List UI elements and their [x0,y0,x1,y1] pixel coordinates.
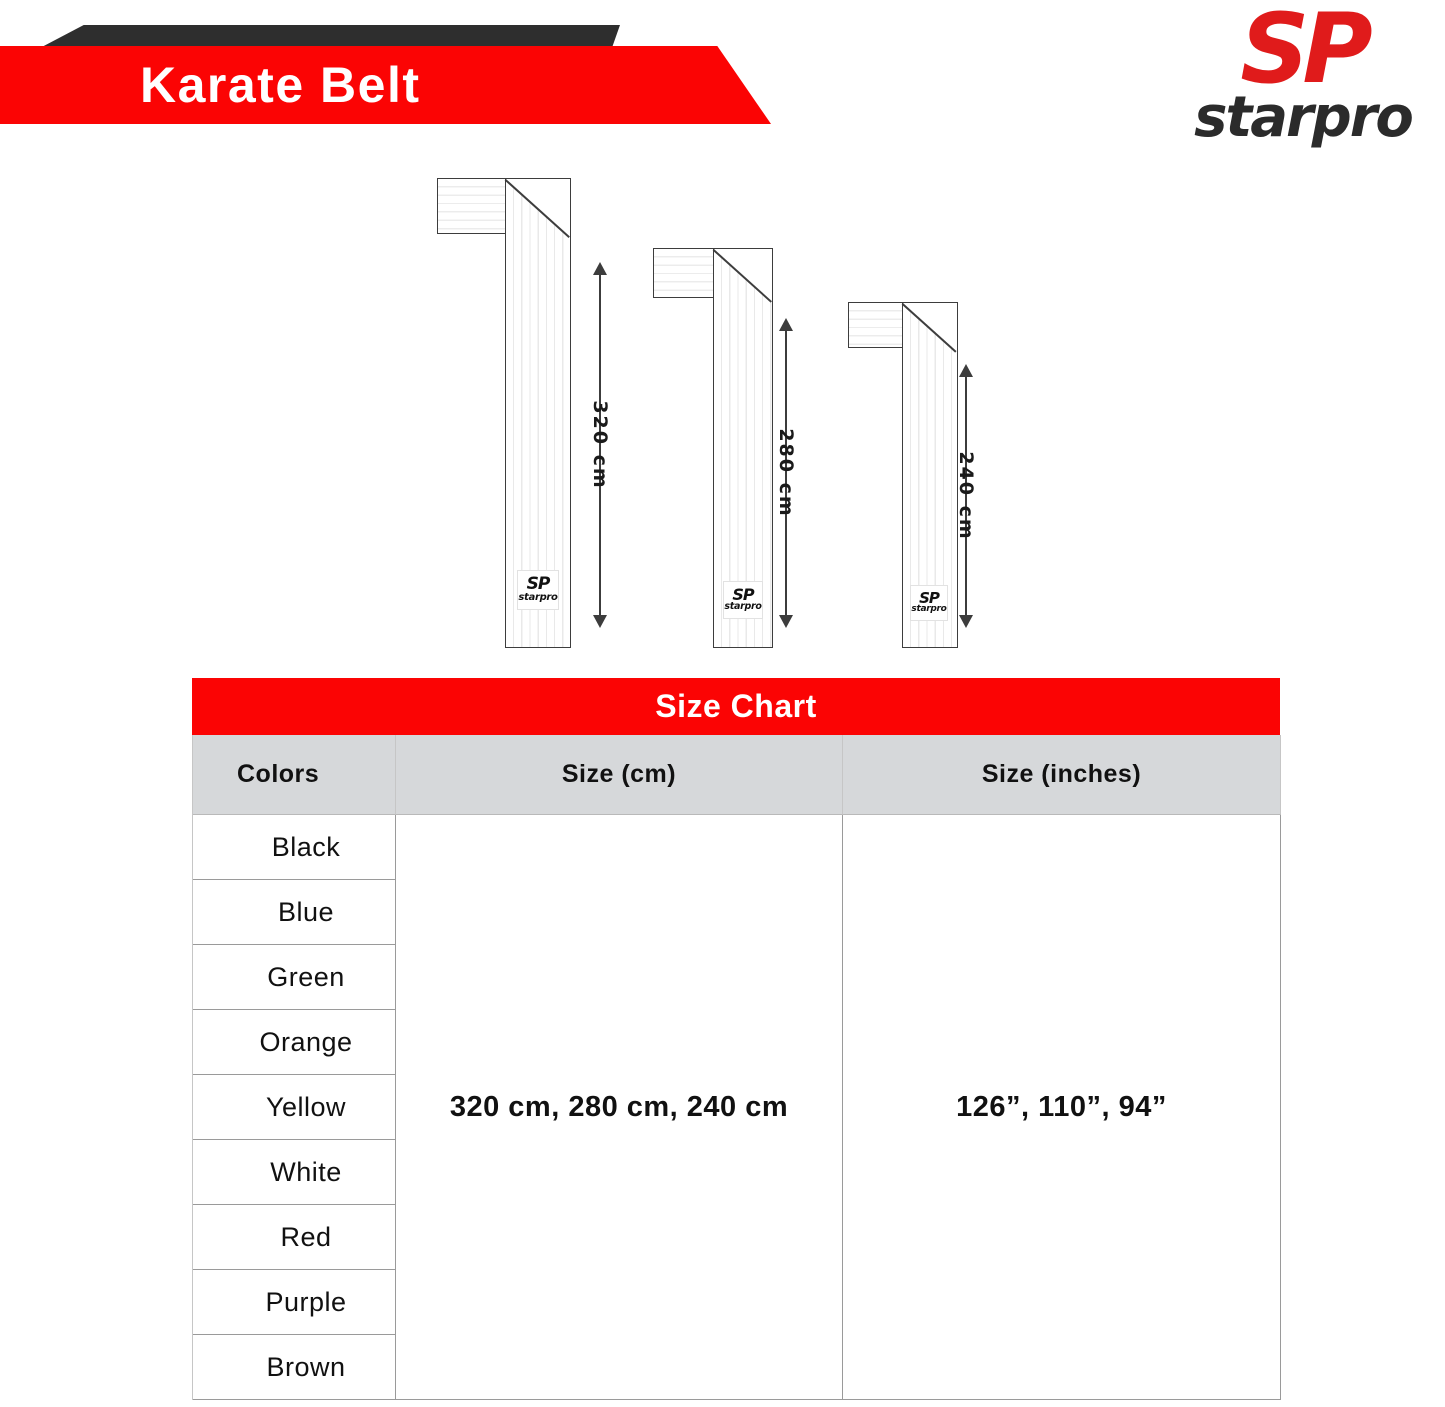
belt-fold-240 [848,302,904,348]
column-header-colors: Colors [193,735,396,815]
belt-tag-320: SP starpro [517,570,559,610]
belt-tag-sp-mark: SP [526,574,551,595]
logo-sp-mark: SP [1240,0,1372,105]
dimension-label-280: 280 cm [775,428,797,518]
column-header-size-inches: Size (inches) [843,735,1281,815]
belt-tag-280: SP starpro [723,581,763,619]
dimension-line-320 [598,270,602,620]
dimension-arrowhead-up-320 [593,262,607,275]
logo-wordmark: starpro [1194,85,1414,150]
color-row-white: White [193,1140,396,1205]
dimension-arrowhead-up-240 [959,364,973,377]
dimension-arrowhead-down-240 [959,615,973,628]
color-row-purple: Purple [193,1270,396,1335]
dimension-arrow-320: 320 cm [586,262,614,628]
size-chart-title: Size Chart [192,678,1280,735]
belt-illustration-280: SP starpro [653,248,781,650]
belt-tag-sp-mark: SP [732,585,754,605]
color-row-red: Red [193,1205,396,1270]
brand-logo: SP starpro [1183,0,1423,160]
color-row-black: Black [193,815,396,880]
belt-tag-wordmark: starpro [724,601,762,613]
belt-illustration-320: SP starpro [437,178,577,650]
size-cm-value: 320 cm, 280 cm, 240 cm [396,815,843,1400]
dimension-arrowhead-down-280 [779,615,793,628]
dimension-line-280 [784,326,788,620]
belt-fold-280 [653,248,715,298]
belt-body-320 [505,178,571,648]
banner-red-stripe [0,46,772,124]
belt-tag-wordmark: starpro [518,591,558,603]
colors-column: Black Blue Green Orange Yellow White Red… [193,815,396,1400]
dimension-label-240: 240 cm [955,451,977,541]
color-row-yellow: Yellow [193,1075,396,1140]
belt-fold-320 [437,178,507,234]
dimension-arrowhead-up-280 [779,318,793,331]
belt-tag-wordmark: starpro [911,604,947,615]
color-row-blue: Blue [193,880,396,945]
belt-tag-240: SP starpro [910,585,948,621]
size-chart-grid: Colors Size (cm) Size (inches) Black Blu… [192,735,1281,1400]
belt-illustration-240: SP starpro [848,302,966,650]
page-title: Karate Belt [140,57,421,113]
size-chart: Size Chart Colors Size (cm) Size (inches… [192,678,1281,1400]
dimension-arrowhead-down-320 [593,615,607,628]
size-inches-value: 126”, 110”, 94” [843,815,1281,1400]
color-row-orange: Orange [193,1010,396,1075]
color-row-green: Green [193,945,396,1010]
color-row-brown: Brown [193,1335,396,1400]
belt-tag-sp-mark: SP [919,588,940,607]
column-header-size-cm: Size (cm) [396,735,843,815]
dimension-arrow-240: 240 cm [952,364,980,628]
dimension-arrow-280: 280 cm [772,318,800,628]
dimension-label-320: 320 cm [589,400,611,490]
dimension-line-240 [964,372,968,620]
